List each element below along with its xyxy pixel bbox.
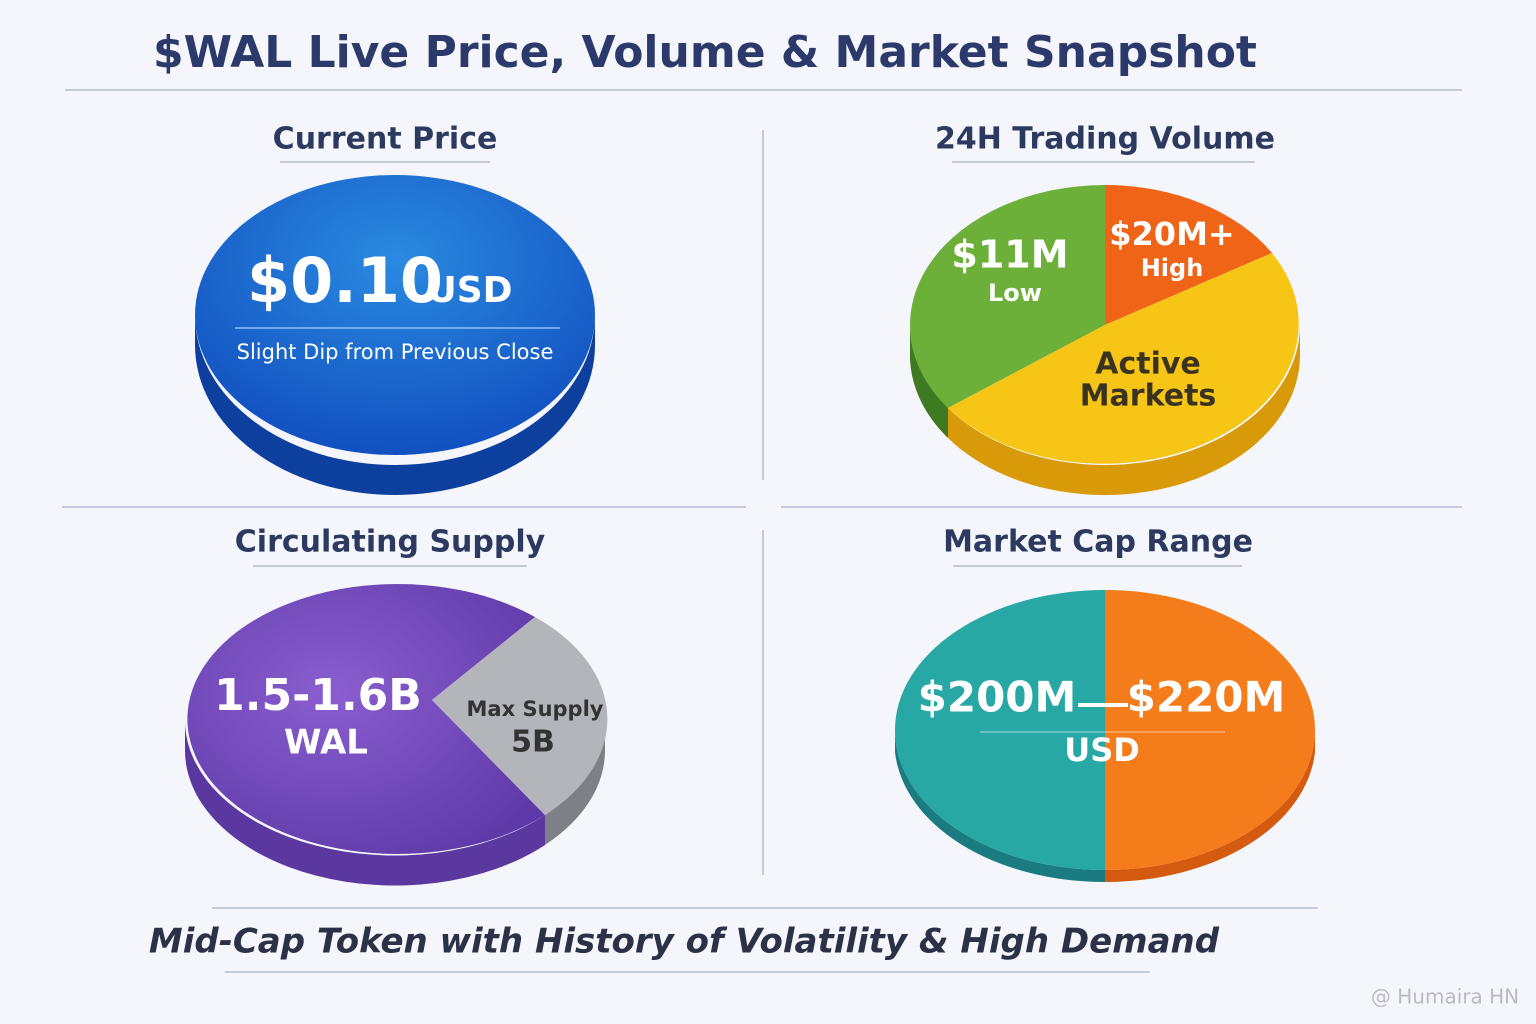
max-label: Max Supply [467,697,604,721]
range-low: $200M [918,673,1077,722]
pie-side [1105,730,1315,883]
low-value: $11M [951,233,1068,277]
range-high: $220M [1127,673,1286,722]
pie-side [545,720,606,845]
panel-heading: 24H Trading Volume [935,122,1275,157]
pie-slice [1105,185,1272,325]
pie-slice [1105,590,1315,870]
pie-slice [187,583,545,854]
pie-slice [910,185,1105,408]
panel-heading: Current Price [273,122,498,157]
middle-label: Active [1095,347,1201,382]
max-value: 5B [511,725,555,760]
pie-slice [895,590,1105,870]
disc [195,175,595,455]
pie-side [910,325,1300,495]
middle-label: Markets [1080,379,1217,414]
panel-heading: Market Cap Range [943,525,1253,560]
pie-slice [948,253,1299,464]
price-note: Slight Dip from Previous Close [237,340,554,364]
title: $WAL Live Price, Volume & Market Snapsho… [153,27,1257,78]
pie-side [184,720,546,886]
price-unit: USD [427,270,512,311]
pie-side [895,730,1105,883]
footer: Mid-Cap Token with History of Volatility… [149,922,1220,962]
price: $0.10 [247,244,443,317]
range-unit: USD [1064,731,1140,769]
token: WAL [284,723,368,763]
circulating: 1.5-1.6B [214,670,422,721]
pie-side [910,325,948,438]
pie-slice [432,617,608,815]
disc-side [195,315,595,495]
high-label: High [1141,254,1204,282]
low-label: Low [988,279,1042,307]
watermark: @ Humaira HN [1371,985,1519,1009]
high-value: $20M+ [1109,215,1234,253]
panel-heading: Circulating Supply [235,525,546,560]
